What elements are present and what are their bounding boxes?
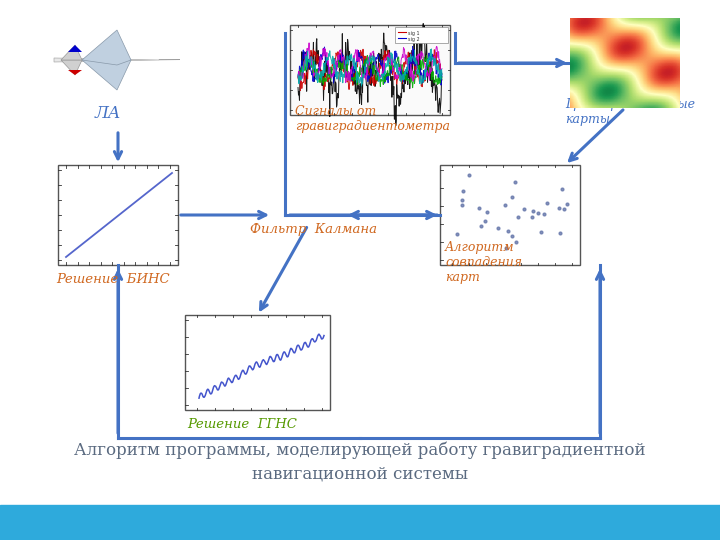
Point [509, 178, 521, 187]
Text: ЛА: ЛА [95, 105, 122, 122]
Text: sig 2: sig 2 [408, 37, 420, 43]
Text: Решение  ГГНС: Решение ГГНС [187, 418, 297, 431]
Point [451, 230, 463, 239]
Point [456, 196, 468, 205]
Point [541, 199, 553, 207]
Point [512, 213, 523, 221]
Polygon shape [61, 45, 82, 60]
Bar [58, 165, 178, 265]
Polygon shape [54, 58, 159, 62]
Text: Алгоритм программы, моделирующей работу гравиградиентной
навигационной системы: Алгоритм программы, моделирующей работу … [74, 442, 646, 483]
Point [464, 171, 475, 179]
Text: Сигналы от
гравиградиентометра: Сигналы от гравиградиентометра [295, 105, 450, 133]
Bar [290, 25, 450, 115]
Point [535, 227, 546, 236]
Polygon shape [61, 60, 82, 75]
Point [475, 221, 487, 230]
Point [503, 226, 514, 235]
Point [554, 204, 565, 213]
Text: Алгоритм
совпадения
карт: Алгоритм совпадения карт [445, 241, 522, 284]
Bar [440, 165, 580, 265]
Polygon shape [82, 30, 131, 65]
Point [557, 185, 568, 194]
Point [456, 200, 467, 209]
Point [562, 200, 573, 208]
Bar [0, 505, 720, 540]
Point [510, 238, 522, 246]
Bar [185, 315, 330, 410]
Point [499, 200, 510, 209]
Text: Решение  БИНС: Решение БИНС [56, 273, 170, 286]
Polygon shape [68, 70, 82, 75]
Text: sig 1: sig 1 [408, 31, 420, 37]
Polygon shape [82, 55, 131, 90]
Point [559, 205, 570, 213]
Point [500, 243, 512, 252]
Text: Гравиградиентные
карты: Гравиградиентные карты [565, 98, 695, 126]
Point [526, 213, 537, 221]
Point [506, 193, 518, 201]
Point [554, 228, 565, 237]
Point [506, 232, 518, 241]
Point [527, 207, 539, 215]
Point [532, 209, 544, 218]
Point [492, 223, 504, 232]
Polygon shape [68, 45, 82, 52]
Point [518, 205, 529, 213]
Point [473, 204, 485, 212]
Point [480, 217, 491, 225]
Point [482, 207, 493, 216]
Bar [395, 27, 448, 43]
Point [539, 210, 550, 219]
Point [457, 187, 469, 195]
Text: Фильтр  Калмана: Фильтр Калмана [250, 223, 377, 236]
